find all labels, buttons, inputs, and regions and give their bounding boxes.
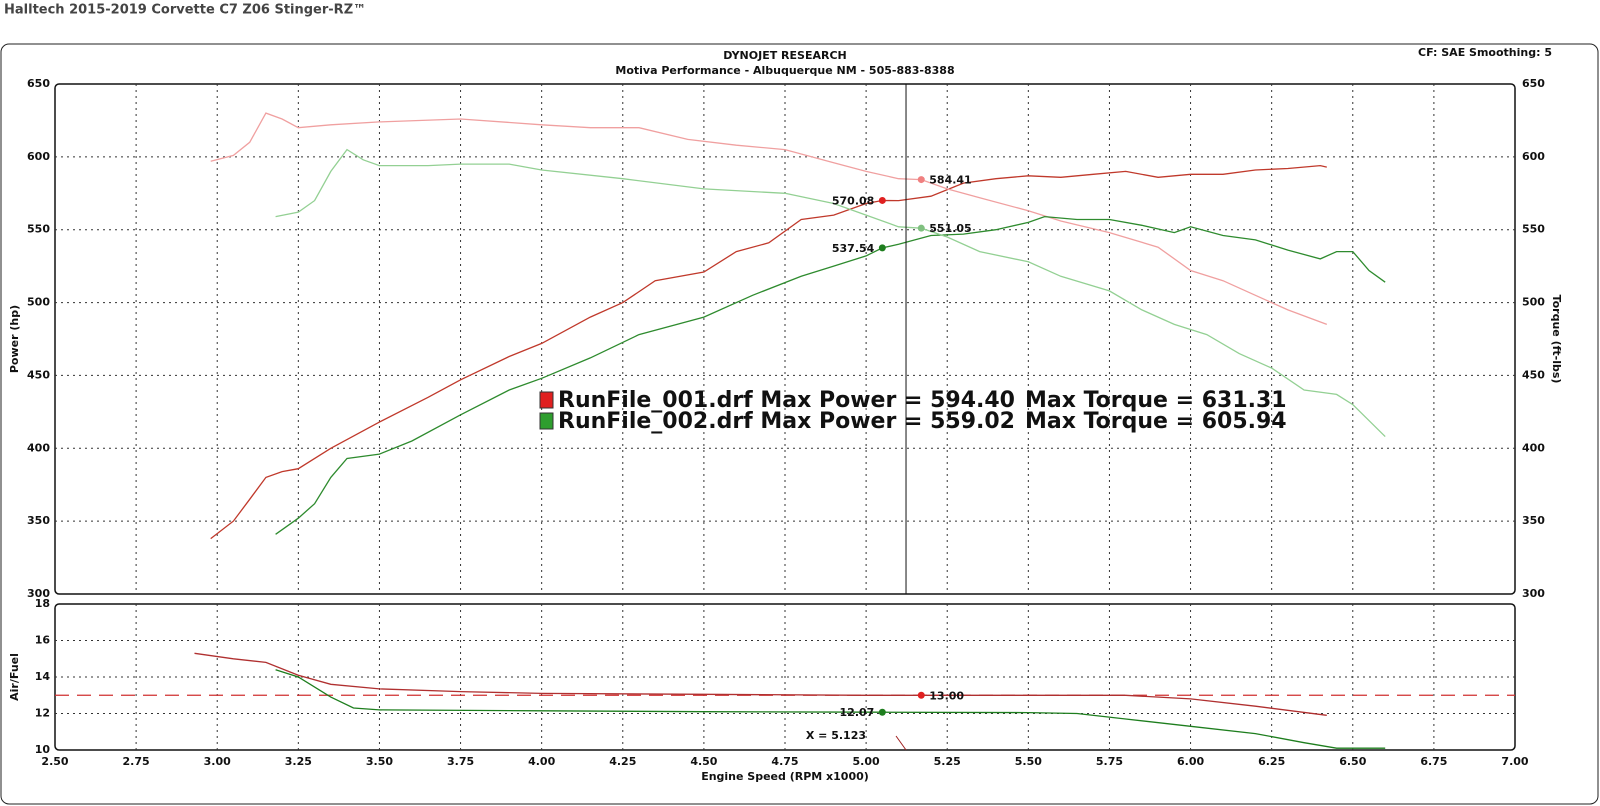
cursor-label: X = 5.123 bbox=[806, 729, 866, 742]
marker-label: 551.05 bbox=[929, 222, 971, 235]
x-tick-label: 5.50 bbox=[1015, 755, 1042, 768]
marker bbox=[878, 244, 886, 252]
x-axis-label: Engine Speed (RPM x1000) bbox=[701, 770, 869, 783]
data-line bbox=[210, 112, 1328, 326]
page-title: Halltech 2015-2019 Corvette C7 Z06 Sting… bbox=[4, 3, 366, 18]
marker bbox=[917, 691, 925, 699]
legend-swatch bbox=[539, 391, 554, 409]
marker bbox=[878, 196, 886, 204]
cursor-tick bbox=[895, 735, 907, 751]
y-tick-label: 500 bbox=[27, 296, 50, 309]
data-line bbox=[275, 148, 1386, 438]
x-tick-label: 6.00 bbox=[1177, 755, 1204, 768]
y-tick-label: 350 bbox=[27, 514, 50, 527]
y2-tick-label: 500 bbox=[1522, 296, 1545, 309]
y-tick-label: 16 bbox=[35, 634, 51, 647]
marker bbox=[917, 176, 925, 184]
y2-tick-label: 450 bbox=[1522, 368, 1545, 381]
frame bbox=[0, 43, 1599, 805]
settings: CF: SAE Smoothing: 5 bbox=[1418, 46, 1552, 59]
legend-torque: Max Torque = 631.31 bbox=[1025, 388, 1287, 413]
y-axis-label: Power (hp) bbox=[8, 305, 21, 373]
y-tick-label: 450 bbox=[27, 368, 50, 381]
y2-axis-label: Torque (ft-lbs) bbox=[1550, 295, 1563, 384]
y-tick-label: 18 bbox=[35, 597, 50, 610]
y-tick-label: 400 bbox=[27, 441, 50, 454]
y2-tick-label: 650 bbox=[1522, 77, 1545, 90]
y-tick-label: 300 bbox=[27, 587, 50, 600]
y-tick-label: 650 bbox=[27, 77, 50, 90]
x-tick-label: 4.75 bbox=[771, 755, 798, 768]
shop: Motiva Performance - Albuquerque NM - 50… bbox=[615, 64, 954, 77]
x-tick-label: 3.75 bbox=[447, 755, 474, 768]
y-tick-label: 12 bbox=[35, 707, 50, 720]
x-tick-label: 2.75 bbox=[123, 755, 150, 768]
marker bbox=[878, 708, 886, 716]
marker-label: 13.00 bbox=[929, 689, 964, 702]
data-line bbox=[194, 652, 1327, 716]
x-tick-label: 5.00 bbox=[853, 755, 880, 768]
x-tick-label: 7.00 bbox=[1501, 755, 1528, 768]
data-line bbox=[210, 164, 1327, 540]
legend-power: RunFile_002.drf Max Power = 559.02 bbox=[558, 409, 1015, 434]
legend-torque: Max Torque = 605.94 bbox=[1025, 409, 1287, 434]
legend-power: RunFile_001.drf Max Power = 594.40 bbox=[558, 388, 1015, 413]
x-tick-label: 2.50 bbox=[41, 755, 68, 768]
company: DYNOJET RESEARCH bbox=[723, 49, 846, 62]
legend-swatch bbox=[539, 412, 554, 430]
data-line bbox=[275, 669, 1386, 749]
x-tick-label: 5.75 bbox=[1096, 755, 1123, 768]
marker-label: 584.41 bbox=[929, 174, 971, 187]
y-tick-label: 14 bbox=[35, 670, 51, 683]
marker-label: 537.54 bbox=[832, 242, 875, 255]
y-tick-label: 10 bbox=[35, 743, 51, 756]
x-tick-label: 3.00 bbox=[204, 755, 231, 768]
y-axis-label: Air/Fuel bbox=[8, 653, 21, 701]
x-tick-label: 3.50 bbox=[366, 755, 393, 768]
x-tick-label: 6.25 bbox=[1258, 755, 1285, 768]
y2-tick-label: 600 bbox=[1522, 150, 1545, 163]
x-tick-label: 6.50 bbox=[1339, 755, 1366, 768]
y2-tick-label: 300 bbox=[1522, 587, 1545, 600]
y-tick-label: 600 bbox=[27, 150, 50, 163]
y2-tick-label: 550 bbox=[1522, 223, 1545, 236]
data-line bbox=[275, 215, 1386, 535]
y-tick-label: 550 bbox=[27, 223, 50, 236]
x-tick-label: 6.75 bbox=[1420, 755, 1447, 768]
marker-label: 12.07 bbox=[840, 706, 875, 719]
x-tick-label: 3.25 bbox=[285, 755, 312, 768]
x-tick-label: 4.50 bbox=[690, 755, 717, 768]
y2-tick-label: 350 bbox=[1522, 514, 1545, 527]
marker-label: 570.08 bbox=[832, 194, 874, 207]
y2-tick-label: 400 bbox=[1522, 441, 1545, 454]
x-tick-label: 5.25 bbox=[934, 755, 961, 768]
x-tick-label: 4.00 bbox=[528, 755, 555, 768]
marker bbox=[917, 224, 925, 232]
x-tick-label: 4.25 bbox=[609, 755, 636, 768]
